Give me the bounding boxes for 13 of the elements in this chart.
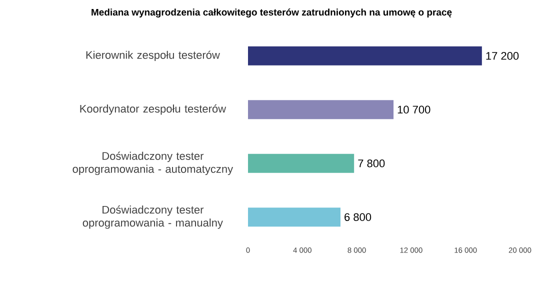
bar: [248, 46, 482, 66]
data-label: 7 800: [358, 159, 385, 168]
bar: [248, 100, 394, 120]
y-tick-label: Doświadczony tester oprogramowania - automatyczny: [72, 152, 234, 176]
chart-title: Mediana wynagrodzenia całkowitego testerów zatrudnionych na umowę o pracę: [92, 8, 452, 18]
y-tick-label: Koordynator zespołu testerów: [80, 104, 226, 115]
y-tick-label: Doświadczony tester oprogramowania - manualny: [82, 205, 223, 229]
data-label: 10 700: [398, 106, 430, 114]
y-tick-label: Kierownik zespołu testerów: [86, 50, 220, 62]
data-label: 6 800: [344, 213, 372, 222]
bar: [248, 208, 340, 227]
bar: [248, 154, 354, 173]
data-label: 17 200: [486, 52, 519, 60]
